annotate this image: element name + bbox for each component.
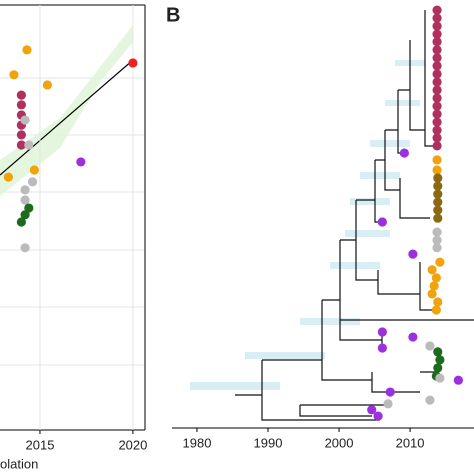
point — [20, 185, 30, 195]
point — [432, 133, 442, 143]
x-tick-label: 1980 — [183, 435, 212, 450]
point — [432, 93, 442, 103]
point — [432, 155, 442, 165]
left-decor — [0, 25, 145, 366]
point — [399, 148, 409, 158]
point — [24, 140, 34, 150]
point — [432, 125, 442, 135]
point — [432, 29, 442, 39]
point — [433, 197, 443, 207]
point — [432, 5, 442, 15]
tree — [190, 10, 474, 421]
point — [433, 363, 443, 373]
point — [435, 373, 445, 383]
x-tick-label: 2010 — [396, 435, 425, 450]
point — [432, 69, 442, 79]
point — [432, 101, 442, 111]
point — [433, 181, 443, 191]
x-tick-label: 2020 — [118, 437, 147, 452]
point — [16, 90, 26, 100]
point — [22, 45, 32, 55]
point — [9, 70, 19, 80]
point — [27, 177, 38, 187]
point — [432, 227, 442, 237]
x-tick-label: 2015 — [26, 437, 55, 452]
point — [42, 80, 53, 90]
point — [3, 172, 13, 182]
point — [433, 297, 443, 307]
point — [383, 399, 393, 409]
point — [433, 205, 443, 215]
point — [433, 189, 443, 199]
point — [377, 343, 387, 353]
point — [433, 213, 443, 223]
point — [432, 77, 442, 87]
point — [433, 347, 443, 357]
point — [427, 265, 437, 275]
point — [432, 37, 442, 47]
point — [128, 58, 138, 68]
point — [76, 157, 86, 167]
point — [432, 235, 442, 245]
point — [16, 100, 26, 110]
point — [16, 140, 26, 150]
point — [367, 405, 377, 415]
point — [432, 243, 442, 253]
x-axis-label: olation — [0, 456, 38, 471]
point — [432, 61, 442, 71]
point — [29, 165, 39, 175]
point — [20, 195, 30, 205]
point — [431, 273, 441, 283]
point — [377, 217, 387, 227]
point — [24, 203, 34, 213]
point — [408, 249, 418, 259]
point — [453, 375, 463, 385]
point — [377, 327, 387, 337]
point — [431, 305, 441, 315]
point — [16, 217, 26, 227]
point — [435, 257, 445, 267]
point — [432, 165, 442, 175]
point — [408, 332, 418, 342]
point — [432, 21, 442, 31]
point — [385, 387, 395, 397]
point — [432, 13, 442, 23]
point — [432, 109, 442, 119]
panel-label: B — [166, 4, 180, 26]
x-tick-label: 1990 — [254, 435, 283, 450]
regression-line — [0, 59, 134, 176]
x-tick-label: 2000 — [325, 435, 354, 450]
point — [20, 210, 30, 220]
point — [20, 243, 30, 253]
point — [425, 395, 435, 405]
point — [427, 289, 437, 299]
point — [425, 341, 435, 351]
point — [373, 411, 383, 421]
point — [20, 115, 30, 125]
point — [432, 117, 442, 127]
point — [433, 173, 443, 183]
point — [432, 53, 442, 63]
point — [435, 355, 445, 365]
point — [429, 281, 439, 291]
point — [432, 85, 442, 95]
point — [432, 141, 442, 151]
point — [16, 130, 26, 140]
point — [432, 45, 442, 55]
confidence-band — [0, 25, 133, 196]
